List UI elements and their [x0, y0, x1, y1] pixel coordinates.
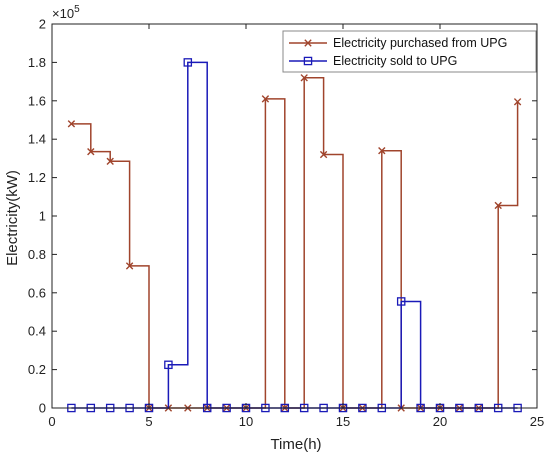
plot-background	[52, 24, 537, 408]
x-axis-label: Time(h)	[270, 436, 321, 453]
y-tick-label: 0.2	[28, 362, 46, 377]
data-point	[319, 150, 328, 159]
data-point	[261, 95, 270, 103]
data-point	[494, 201, 502, 210]
legend-marker-sold	[303, 56, 313, 66]
y-tick-label: 0.6	[28, 285, 46, 300]
y-tick-label: 1.4	[28, 132, 46, 147]
legend: Electricity purchased from UPG Electrici…	[282, 30, 537, 73]
x-tick-label: 10	[239, 414, 253, 429]
legend-entry-sold: Electricity sold to UPG	[289, 54, 457, 68]
data-point	[67, 120, 76, 128]
x-tick-label: 15	[336, 414, 350, 429]
y-axis-exponent-power: 5	[74, 4, 80, 15]
legend-entry-purchased: Electricity purchased from UPG	[289, 36, 507, 50]
legend-marker-purchased	[304, 39, 312, 47]
data-point	[87, 147, 95, 156]
y-tick-label: 1.6	[28, 93, 46, 108]
y-tick-label: 1.2	[28, 170, 46, 185]
data-point	[183, 58, 193, 67]
data-point	[125, 262, 134, 270]
y-tick-label: 0.8	[28, 247, 46, 262]
data-point	[106, 157, 114, 165]
y-axis-exponent-base: ×10	[52, 6, 74, 21]
plot-area	[52, 24, 537, 408]
legend-box	[282, 30, 537, 73]
x-tick-label: 0	[48, 414, 55, 429]
y-tick-label: 1.8	[28, 55, 46, 70]
x-tick-label: 20	[433, 414, 447, 429]
data-point	[396, 297, 406, 306]
data-point	[300, 74, 308, 82]
y-axis-exponent: ×105	[52, 4, 80, 21]
y-tick-label: 0	[39, 401, 46, 416]
y-tick-label: 2	[39, 17, 46, 32]
x-tick-label: 5	[145, 414, 152, 429]
y-tick-label: 0.4	[28, 324, 46, 339]
x-tick-label: 25	[530, 414, 544, 429]
legend-marker-symbol	[304, 39, 312, 47]
y-axis-label: Electricity(kW)	[4, 170, 21, 266]
legend-label-purchased: Electricity purchased from UPG	[333, 36, 507, 50]
legend-marker-symbol	[303, 56, 313, 66]
data-point	[164, 360, 173, 370]
data-point	[378, 147, 386, 155]
ticks-layer: 0 5 10 15 20 25 0 0.2 0.4 0.6 0.8 1 1.2 1.4 1.6 1.8 2	[28, 17, 544, 430]
legend-label-sold: Electricity sold to UPG	[333, 54, 457, 68]
data-point	[513, 98, 522, 106]
y-tick-label: 1	[39, 209, 46, 224]
